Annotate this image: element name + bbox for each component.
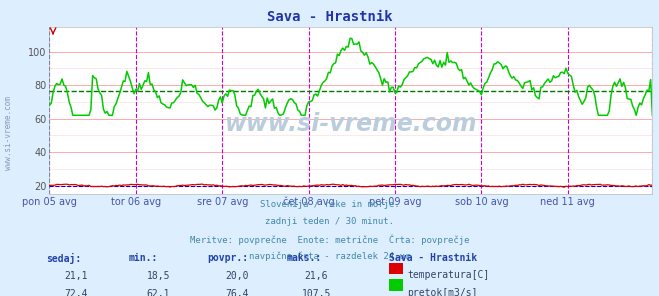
Text: pretok[m3/s]: pretok[m3/s] — [407, 288, 478, 296]
Text: 18,5: 18,5 — [146, 271, 170, 281]
Text: 21,1: 21,1 — [64, 271, 88, 281]
Text: 21,6: 21,6 — [304, 271, 328, 281]
Text: povpr.:: povpr.: — [208, 253, 248, 263]
Text: Sava - Hrastnik: Sava - Hrastnik — [267, 10, 392, 24]
Text: www.si-vreme.com: www.si-vreme.com — [4, 96, 13, 170]
Text: min.:: min.: — [129, 253, 158, 263]
Text: sedaj:: sedaj: — [46, 253, 81, 264]
Text: zadnji teden / 30 minut.: zadnji teden / 30 minut. — [265, 217, 394, 226]
Text: temperatura[C]: temperatura[C] — [407, 270, 490, 280]
Text: navpična črta - razdelek 24 ur: navpična črta - razdelek 24 ur — [249, 251, 410, 261]
Text: Sava - Hrastnik: Sava - Hrastnik — [389, 253, 477, 263]
Text: 20,0: 20,0 — [225, 271, 249, 281]
Text: maks.:: maks.: — [287, 253, 322, 263]
Text: Slovenija / reke in morje.: Slovenija / reke in morje. — [260, 200, 399, 209]
Text: 76,4: 76,4 — [225, 289, 249, 296]
Text: Meritve: povprečne  Enote: metrične  Črta: povprečje: Meritve: povprečne Enote: metrične Črta:… — [190, 234, 469, 244]
Text: 107,5: 107,5 — [302, 289, 331, 296]
Text: www.si-vreme.com: www.si-vreme.com — [225, 112, 477, 136]
Text: 62,1: 62,1 — [146, 289, 170, 296]
Text: 72,4: 72,4 — [64, 289, 88, 296]
